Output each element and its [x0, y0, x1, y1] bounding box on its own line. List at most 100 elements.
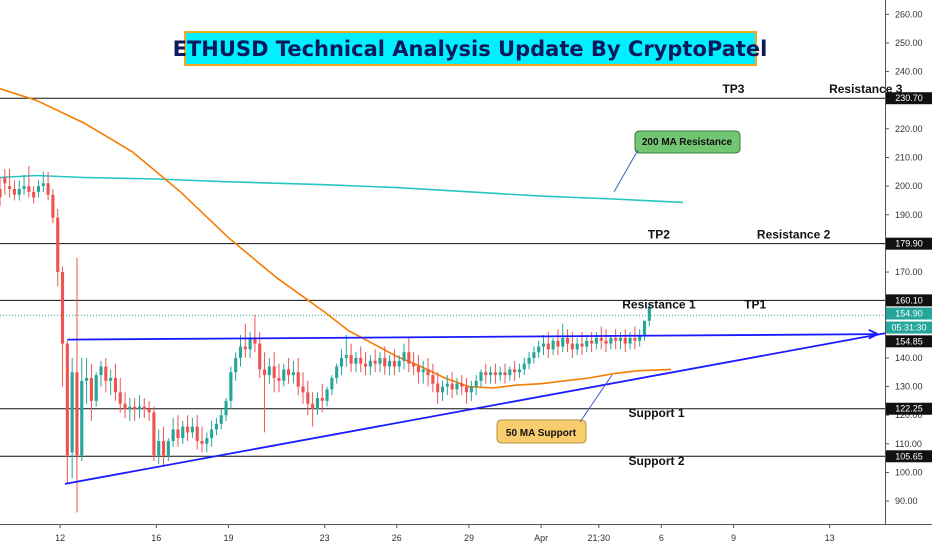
- ascending-support-line: [64, 332, 886, 485]
- candle-body: [75, 372, 79, 456]
- y-tick-label: 120.00: [895, 410, 923, 420]
- level-annotation: Resistance 2: [757, 228, 831, 242]
- y-tick-label: 170.00: [895, 267, 923, 277]
- candle-body: [335, 366, 339, 378]
- x-tick-label: 16: [151, 533, 161, 543]
- level-price-label: 230.70: [895, 93, 923, 103]
- y-tick-label: 240.00: [895, 67, 923, 77]
- candle-body: [32, 191, 36, 198]
- ma200-callout-box: [634, 130, 741, 154]
- candle-body: [383, 357, 387, 367]
- candle-body: [513, 369, 517, 373]
- y-tick-label: 200.00: [895, 181, 923, 191]
- candle-body: [301, 386, 305, 393]
- level-price-tag: [886, 92, 932, 105]
- candle-body: [368, 360, 372, 367]
- level-price-tag: [886, 294, 932, 307]
- candle-body: [166, 440, 170, 456]
- candle-body: [161, 440, 166, 456]
- candle-body: [46, 183, 50, 195]
- level-price-label: 160.10: [895, 295, 923, 305]
- candle-body: [272, 366, 276, 378]
- candle-body: [647, 306, 651, 321]
- candle-body: [152, 412, 156, 456]
- y-tick-label: 110.00: [895, 439, 922, 449]
- candle-body: [633, 337, 637, 341]
- candle-body: [594, 337, 598, 344]
- candle-body: [575, 343, 579, 350]
- candle-body: [27, 186, 31, 192]
- candle-body: [287, 369, 291, 376]
- candle-body: [436, 383, 440, 393]
- y-tick-label: 190.00: [895, 210, 923, 220]
- candle-body: [205, 438, 209, 444]
- candle-body: [397, 360, 401, 367]
- candle-body: [190, 426, 194, 433]
- candle-body: [142, 406, 146, 410]
- ma50-callout-box: [496, 419, 587, 444]
- x-tick-label: 6: [659, 533, 664, 543]
- candle-body: [618, 337, 623, 341]
- candle-body: [614, 337, 618, 341]
- price-tag: [886, 335, 932, 348]
- level-annotation: Support 2: [629, 454, 685, 468]
- x-tick-label: 19: [223, 533, 233, 543]
- candle-body: [532, 352, 536, 358]
- candle-body: [70, 372, 74, 453]
- candle-body: [118, 392, 122, 404]
- candle-body: [359, 357, 363, 364]
- candle-body: [123, 403, 127, 410]
- ma200-callout-pointer: [613, 149, 639, 193]
- candle-body: [354, 357, 358, 364]
- ma50-callout-pointer: [579, 374, 613, 423]
- title-box: [184, 31, 757, 66]
- candle-body: [214, 423, 219, 430]
- x-tick-label: 12: [55, 533, 65, 543]
- candle-body: [234, 357, 238, 373]
- candle-body: [464, 386, 469, 393]
- level-annotation: Resistance 3: [829, 82, 903, 96]
- x-tick-label: 26: [392, 533, 402, 543]
- candle-body: [253, 337, 257, 344]
- candle-body: [195, 426, 199, 441]
- level-price-label: 105.65: [895, 451, 923, 461]
- y-tick-label: 210.00: [895, 152, 923, 162]
- candle-body: [599, 337, 603, 341]
- level-price-label: 122.25: [895, 404, 923, 414]
- candle-body: [282, 369, 286, 381]
- ma50-callout: 50 MA Support: [496, 374, 613, 444]
- candle-body: [339, 357, 344, 367]
- y-tick-label: 220.00: [895, 124, 923, 134]
- candle-body: [431, 375, 435, 384]
- price-tag: [886, 307, 932, 320]
- candle-body: [498, 372, 502, 376]
- candle-body: [17, 188, 21, 195]
- candle-body: [349, 355, 353, 364]
- candle-body: [3, 177, 7, 184]
- candle-body: [99, 366, 103, 376]
- ma200-line: [0, 174, 684, 204]
- candle-body: [330, 377, 334, 390]
- candle-body: [426, 369, 430, 376]
- y-tick-label: 140.00: [895, 353, 923, 363]
- candle-body: [171, 429, 175, 441]
- candle-body: [12, 188, 16, 195]
- price-tag-label: 154.90: [895, 309, 923, 319]
- trend-lines: [64, 329, 886, 485]
- x-tick-label: 9: [731, 533, 736, 543]
- price-tag-label: 154.85: [895, 336, 923, 346]
- x-axis: 12 16 19 23 26 29 Apr 21:30 6 9 13: [55, 524, 835, 543]
- candle-body: [623, 337, 627, 344]
- candle-body: [85, 377, 89, 381]
- candle-body: [421, 369, 425, 373]
- candle-body: [541, 343, 546, 347]
- candle-body: [262, 369, 267, 376]
- candle-body: [258, 343, 262, 370]
- candle-body: [210, 429, 214, 439]
- candle-body: [109, 377, 113, 381]
- level-price-label: 179.90: [895, 239, 923, 249]
- candle-body: [363, 363, 368, 367]
- candlesticks: [0, 166, 651, 513]
- price-tag: [886, 321, 932, 334]
